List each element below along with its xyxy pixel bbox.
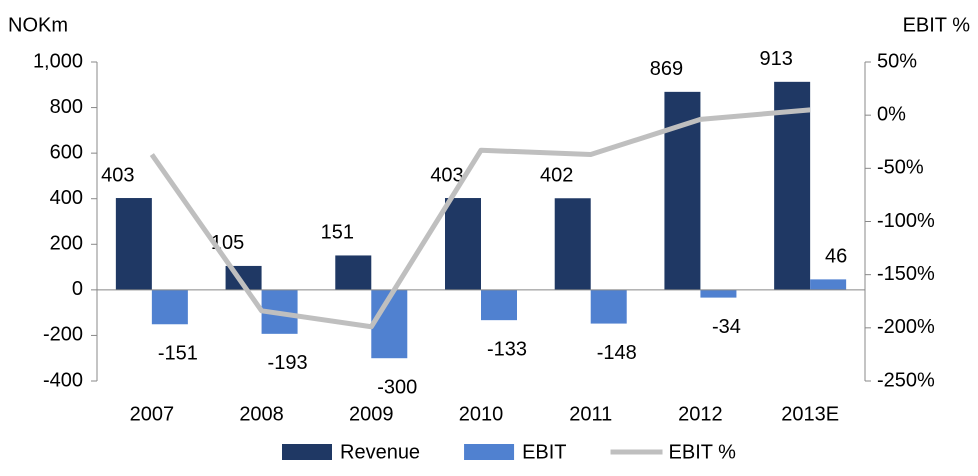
bar: [774, 81, 811, 290]
line: [149, 107, 811, 330]
data-label: 151: [321, 222, 354, 244]
bar: [445, 198, 481, 290]
y-tick-label: 200: [50, 233, 83, 255]
y2-tick-label: 0%: [877, 103, 906, 125]
data-label: -151: [158, 343, 198, 365]
data-label: -34: [712, 316, 741, 338]
y-axis-title: NOKm: [8, 14, 68, 36]
y-tick-label: -200: [43, 324, 83, 346]
x-tick-label: 2013E: [781, 403, 839, 425]
x-tick-label: 2009: [349, 403, 394, 425]
x-tick-label: 2011: [569, 403, 612, 425]
data-label: 913: [759, 48, 792, 70]
data-label: 403: [430, 164, 463, 186]
x-tick-label: 2008: [239, 403, 284, 425]
y-tick-label: 1,000: [33, 50, 83, 72]
y2-tick-label: 50%: [877, 50, 917, 72]
y-tick-label: 400: [50, 187, 83, 209]
data-label: -148: [597, 342, 637, 364]
data-label: 869: [650, 58, 683, 80]
bar: [700, 289, 737, 298]
bar: [115, 198, 152, 290]
data-label: 46: [825, 246, 847, 268]
bar: [554, 198, 591, 290]
legend-swatch: [282, 444, 332, 460]
y2-tick-label: -150%: [877, 263, 935, 285]
bar: [151, 289, 188, 325]
y-tick-label: 600: [50, 141, 83, 163]
y2-tick-label: -250%: [877, 369, 935, 391]
bar: [481, 289, 517, 321]
y2-axis-title: EBIT %: [903, 14, 971, 36]
data-label: -300: [377, 376, 417, 398]
bar: [810, 279, 847, 290]
legend-label: EBIT %: [669, 441, 737, 463]
data-label: 402: [540, 165, 573, 187]
legend-swatch: [464, 444, 515, 460]
y2-tick-label: -100%: [877, 210, 935, 232]
y2-tick-label: -200%: [877, 316, 935, 338]
data-label: -133: [487, 338, 527, 360]
y-tick-label: -400: [43, 369, 83, 391]
bar: [335, 255, 372, 290]
data-label: -193: [268, 352, 308, 374]
x-tick-label: 2010: [459, 403, 504, 425]
x-tick-label: 2007: [130, 403, 175, 425]
y-tick-label: 0: [72, 278, 83, 300]
data-label: 403: [101, 164, 134, 186]
bar: [590, 289, 627, 324]
legend-label: EBIT: [522, 441, 566, 463]
y-tick-label: 800: [50, 96, 83, 118]
legend-label: Revenue: [340, 441, 420, 463]
y2-tick-label: -50%: [877, 157, 924, 179]
x-tick-label: 2012: [678, 403, 723, 425]
